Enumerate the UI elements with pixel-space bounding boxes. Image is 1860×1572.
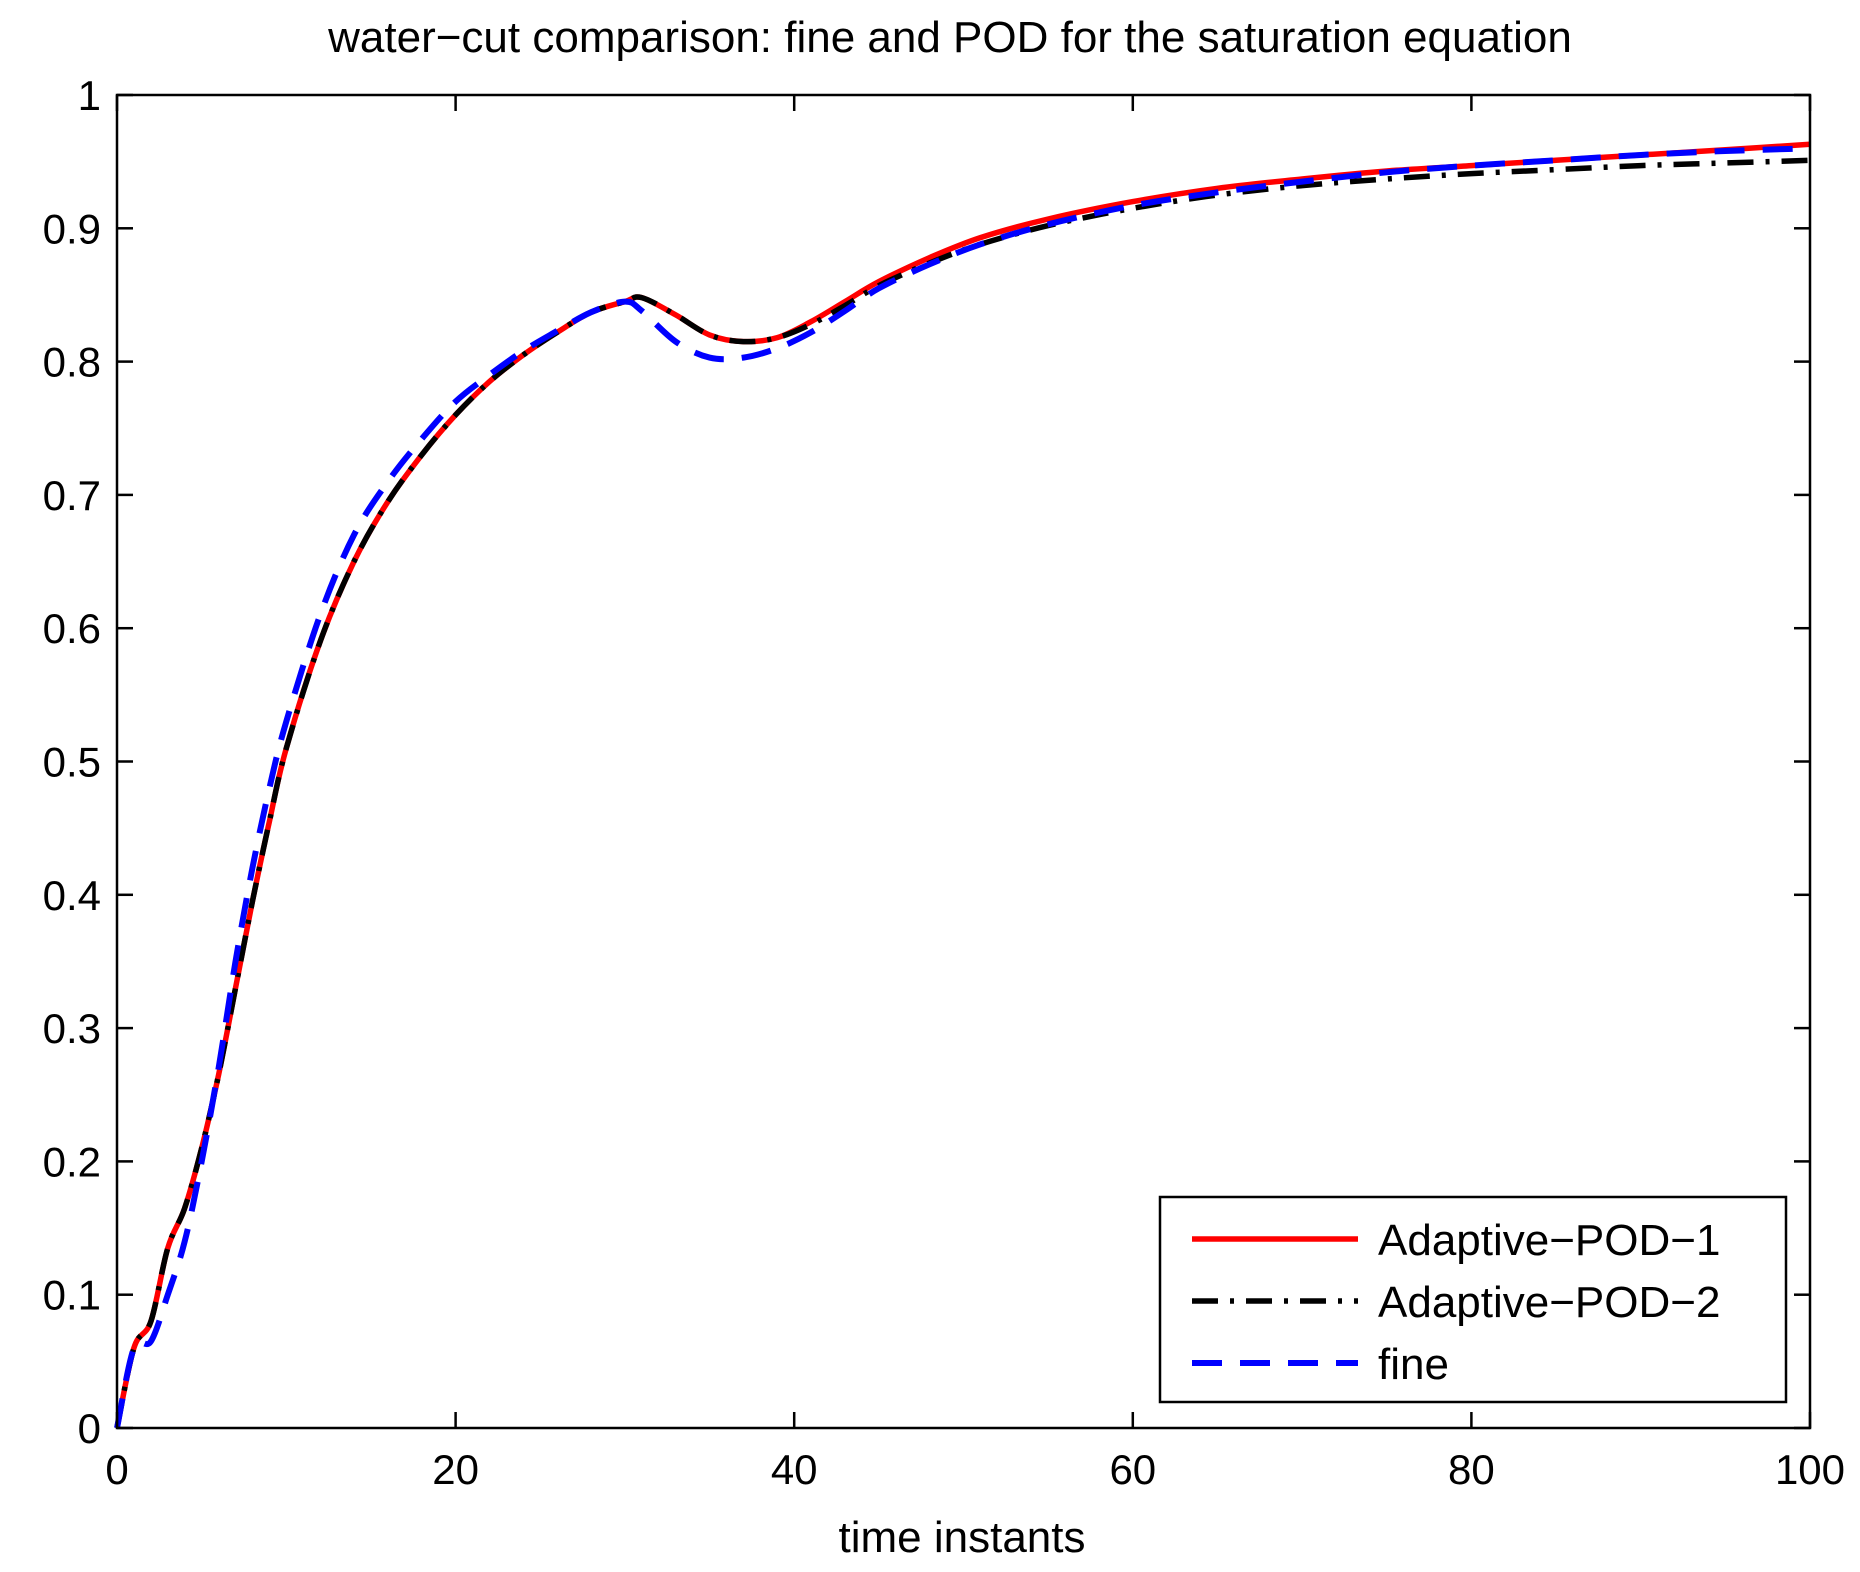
y-tick-label: 0.9 [43,205,101,252]
legend-label: Adaptive−POD−2 [1378,1278,1720,1327]
chart-title: water−cut comparison: fine and POD for t… [327,13,1572,62]
y-tick-label: 0.2 [43,1138,101,1185]
y-tick-label: 0.8 [43,339,101,386]
x-tick-label: 0 [105,1446,128,1493]
legend-label: fine [1378,1340,1449,1389]
legend: Adaptive−POD−1 Adaptive−POD−2 fine [1158,1195,1788,1404]
series-line-2 [114,145,1811,1429]
series-line-1 [114,157,1811,1429]
y-tick-label: 1 [78,72,101,119]
y-tick-label: 0 [78,1405,101,1452]
x-tick-label: 100 [1775,1446,1845,1493]
x-tick-label: 20 [432,1446,479,1493]
y-tick-label: 0.4 [43,872,101,919]
x-tick-label: 40 [771,1446,818,1493]
y-tick-label: 0.1 [43,1272,101,1319]
x-tick-label: 60 [1109,1446,1156,1493]
y-tick-label: 0.6 [43,605,101,652]
legend-label: Adaptive−POD−1 [1378,1216,1720,1265]
y-tick-label: 0.5 [43,739,101,786]
x-tick-label: 80 [1448,1446,1495,1493]
x-axis-label: time instants [839,1513,1086,1562]
y-tick-label: 0.3 [43,1005,101,1052]
series-lines [114,141,1811,1429]
y-tick-label: 0.7 [43,472,101,519]
axis-ticks: 0 20 40 60 80 100 0 0.1 0.2 0.3 0.4 0.5 0.6 0.7 0.8 0.9… [43,72,1845,1493]
